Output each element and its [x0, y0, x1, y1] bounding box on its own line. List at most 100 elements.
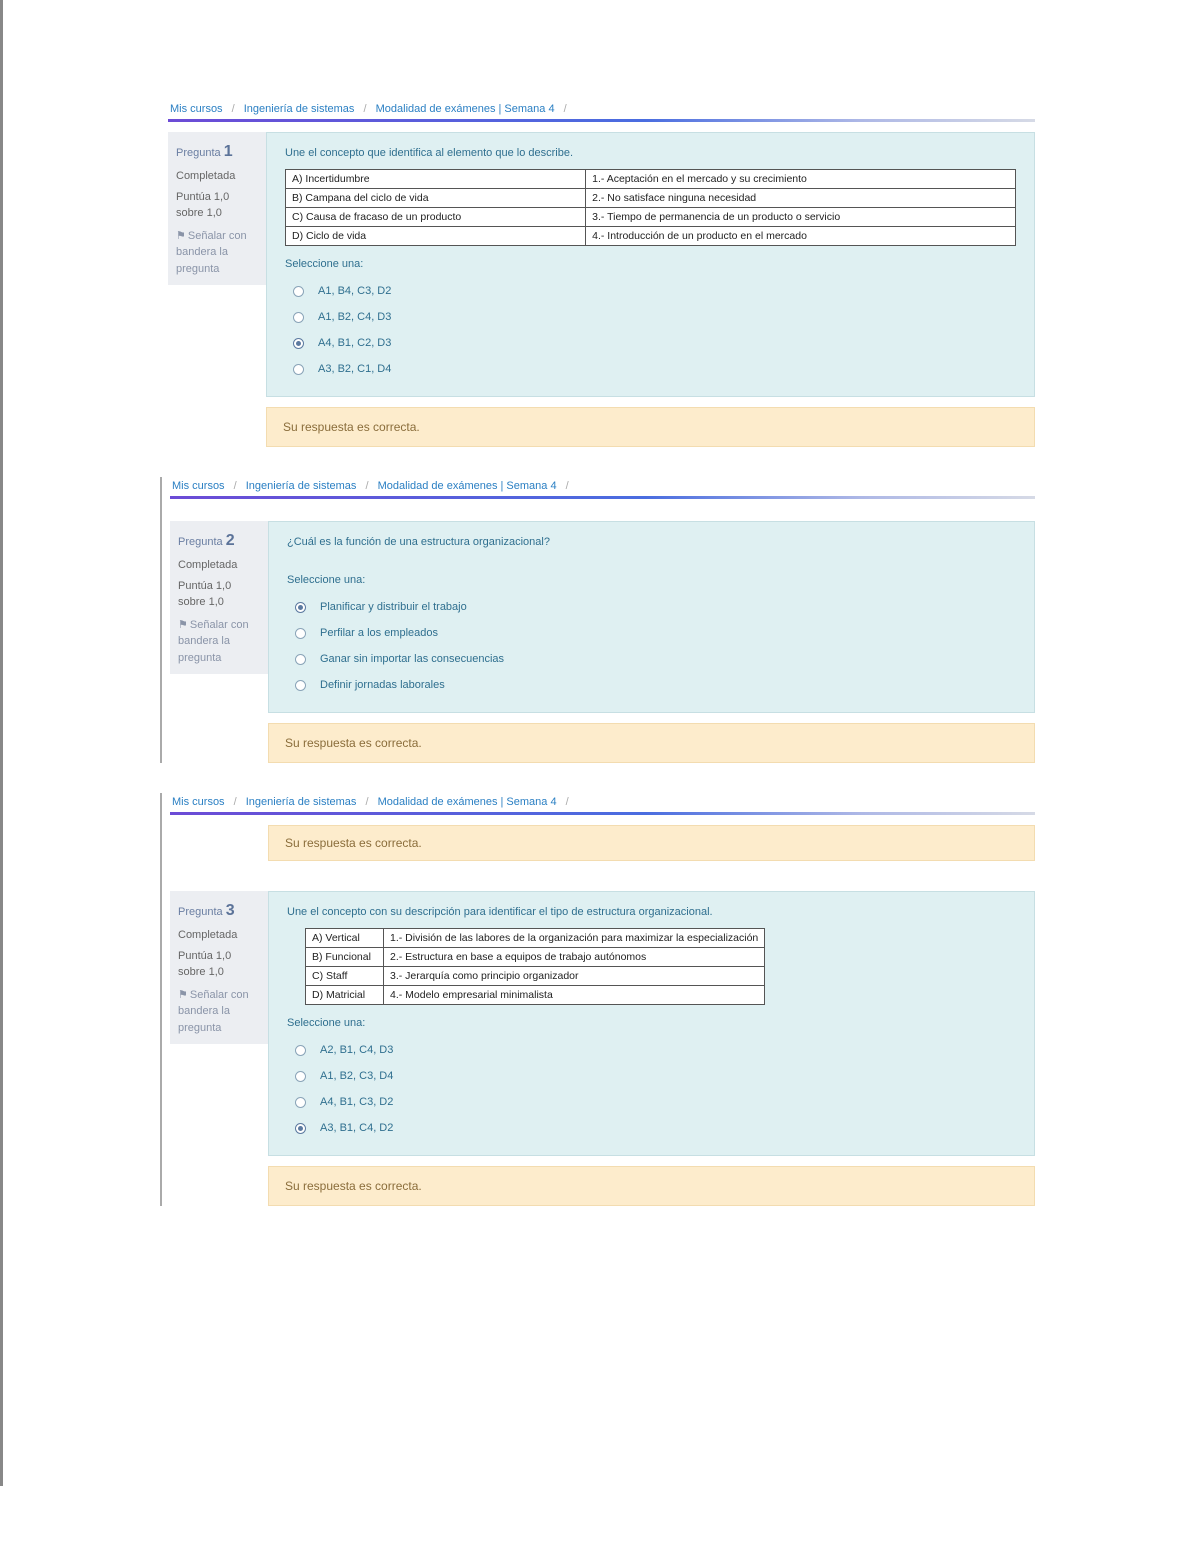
crumb-activity[interactable]: Modalidad de exámenes | Semana 4: [378, 480, 557, 492]
option-label: A4, B1, C2, D3: [318, 337, 391, 349]
feedback-correct-prev: Su respuesta es correcta.: [268, 825, 1035, 861]
answer-options: A2, B1, C4, D3 A1, B2, C3, D4 A4, B1, C3…: [287, 1035, 1016, 1147]
cell: 4.- Introducción de un producto en el me…: [586, 227, 1016, 246]
answer-option[interactable]: Planificar y distribuir el trabajo: [287, 594, 1016, 620]
gradient-divider: [170, 812, 1035, 815]
cell: 2.- No satisface ninguna necesidad: [586, 189, 1016, 208]
cell: 2.- Estructura en base a equipos de trab…: [384, 948, 765, 967]
answer-option[interactable]: A2, B1, C4, D3: [287, 1037, 1016, 1063]
cell: C) Causa de fracaso de un producto: [286, 208, 586, 227]
grade-got: Puntúa 1,0: [176, 191, 229, 203]
answer-option[interactable]: A3, B2, C1, D4: [285, 356, 1016, 382]
option-label: A1, B2, C4, D3: [318, 311, 391, 323]
grade-got: Puntúa 1,0: [178, 950, 231, 962]
crumb-sep: /: [234, 796, 237, 808]
flag-label: Señalar con bandera la pregunta: [176, 230, 247, 275]
radio-icon: [293, 364, 304, 375]
cell: D) Ciclo de vida: [286, 227, 586, 246]
question-state: Completada: [176, 168, 258, 185]
crumb-course[interactable]: Ingeniería de sistemas: [244, 103, 355, 115]
answer-option[interactable]: Definir jornadas laborales: [287, 672, 1016, 698]
feedback-correct: Su respuesta es correcta.: [268, 1166, 1035, 1206]
flag-question-link[interactable]: ⚑Señalar con bandera la pregunta: [178, 617, 260, 667]
cell: A) Vertical: [306, 929, 384, 948]
answer-option[interactable]: Ganar sin importar las consecuencias: [287, 646, 1016, 672]
flag-icon: ⚑: [178, 619, 188, 631]
crumb-mycourses[interactable]: Mis cursos: [172, 480, 225, 492]
option-label: Planificar y distribuir el trabajo: [320, 601, 467, 613]
grade-max: sobre 1,0: [176, 207, 222, 219]
breadcrumb: Mis cursos / Ingeniería de sistemas / Mo…: [170, 793, 1035, 812]
question-body: Une el concepto que identifica al elemen…: [266, 132, 1035, 397]
select-one-label: Seleccione una:: [285, 258, 1016, 270]
table-row: C) Causa de fracaso de un producto3.- Ti…: [286, 208, 1016, 227]
radio-icon: [293, 286, 304, 297]
question-state: Completada: [178, 927, 260, 944]
question-label: Pregunta: [178, 536, 223, 548]
option-label: A3, B1, C4, D2: [320, 1122, 393, 1134]
flag-question-link[interactable]: ⚑Señalar con bandera la pregunta: [178, 987, 260, 1037]
grade-max: sobre 1,0: [178, 596, 224, 608]
answer-option[interactable]: A1, B2, C4, D3: [285, 304, 1016, 330]
answer-option[interactable]: Perfilar a los empleados: [287, 620, 1016, 646]
table-row: D) Matricial4.- Modelo empresarial minim…: [306, 986, 765, 1005]
crumb-activity[interactable]: Modalidad de exámenes | Semana 4: [376, 103, 555, 115]
cell: B) Funcional: [306, 948, 384, 967]
question-number: 1: [224, 143, 233, 160]
crumb-activity[interactable]: Modalidad de exámenes | Semana 4: [378, 796, 557, 808]
question-label: Pregunta: [176, 147, 221, 159]
table-row: D) Ciclo de vida4.- Introducción de un p…: [286, 227, 1016, 246]
radio-icon: [295, 602, 306, 613]
radio-icon: [295, 628, 306, 639]
option-label: Definir jornadas laborales: [320, 679, 445, 691]
option-label: A1, B4, C3, D2: [318, 285, 391, 297]
crumb-mycourses[interactable]: Mis cursos: [170, 103, 223, 115]
flag-label: Señalar con bandera la pregunta: [178, 989, 249, 1034]
option-label: A2, B1, C4, D3: [320, 1044, 393, 1056]
answer-option[interactable]: A4, B1, C2, D3: [285, 330, 1016, 356]
crumb-mycourses[interactable]: Mis cursos: [172, 796, 225, 808]
crumb-course[interactable]: Ingeniería de sistemas: [246, 480, 357, 492]
radio-icon: [295, 680, 306, 691]
crumb-sep: /: [363, 103, 366, 115]
crumb-sep: /: [234, 480, 237, 492]
table-row: A) Incertidumbre1.- Aceptación en el mer…: [286, 170, 1016, 189]
answer-option[interactable]: A3, B1, C4, D2: [287, 1115, 1016, 1141]
option-label: Ganar sin importar las consecuencias: [320, 653, 504, 665]
grade-max: sobre 1,0: [178, 966, 224, 978]
answer-option[interactable]: A4, B1, C3, D2: [287, 1089, 1016, 1115]
gradient-divider: [170, 496, 1035, 499]
question-info-box: Pregunta 3 Completada Puntúa 1,0 sobre 1…: [170, 891, 268, 1044]
question-body: ¿Cuál es la función de una estructura or…: [268, 521, 1035, 713]
flag-question-link[interactable]: ⚑Señalar con bandera la pregunta: [176, 228, 258, 278]
question-text: Une el concepto con su descripción para …: [287, 906, 1016, 918]
crumb-course[interactable]: Ingeniería de sistemas: [246, 796, 357, 808]
crumb-sep: /: [232, 103, 235, 115]
breadcrumb: Mis cursos / Ingeniería de sistemas / Mo…: [168, 100, 1035, 119]
answer-option[interactable]: A1, B4, C3, D2: [285, 278, 1016, 304]
feedback-correct: Su respuesta es correcta.: [268, 723, 1035, 763]
flag-icon: ⚑: [176, 230, 186, 242]
cell: D) Matricial: [306, 986, 384, 1005]
question-text: Une el concepto que identifica al elemen…: [285, 147, 1016, 159]
answer-option[interactable]: A1, B2, C3, D4: [287, 1063, 1016, 1089]
crumb-sep: /: [365, 796, 368, 808]
question-state: Completada: [178, 557, 260, 574]
gradient-divider: [168, 119, 1035, 122]
feedback-correct: Su respuesta es correcta.: [266, 407, 1035, 447]
answer-options: Planificar y distribuir el trabajo Perfi…: [287, 592, 1016, 704]
radio-icon: [293, 312, 304, 323]
cell: 3.- Tiempo de permanencia de un producto…: [586, 208, 1016, 227]
cell: C) Staff: [306, 967, 384, 986]
crumb-sep: /: [566, 796, 569, 808]
table-row: A) Vertical1.- División de las labores d…: [306, 929, 765, 948]
radio-icon: [295, 1097, 306, 1108]
flag-label: Señalar con bandera la pregunta: [178, 619, 249, 664]
table-row: B) Funcional2.- Estructura en base a equ…: [306, 948, 765, 967]
select-one-label: Seleccione una:: [287, 574, 1016, 586]
matching-table: A) Vertical1.- División de las labores d…: [305, 928, 765, 1005]
question-info-box: Pregunta 2 Completada Puntúa 1,0 sobre 1…: [170, 521, 268, 674]
cell: 1.- División de las labores de la organi…: [384, 929, 765, 948]
select-one-label: Seleccione una:: [287, 1017, 1016, 1029]
cell: 1.- Aceptación en el mercado y su crecim…: [586, 170, 1016, 189]
